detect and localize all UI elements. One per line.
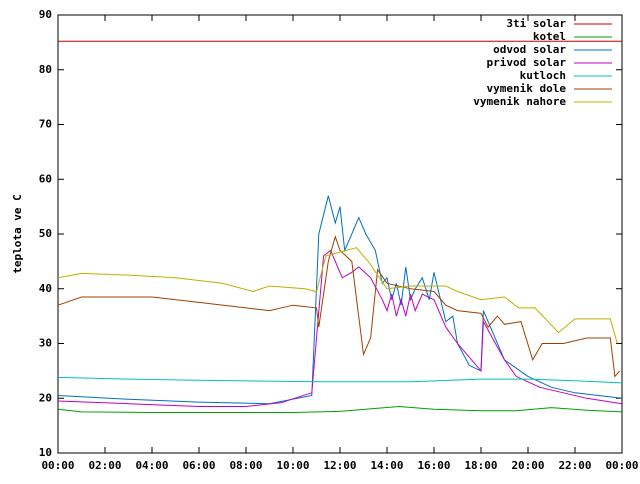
y-tick-label: 60 <box>39 172 52 185</box>
legend-label: privod solar <box>487 56 567 69</box>
legend-label: vymenik nahore <box>473 95 566 108</box>
x-tick-label: 10:00 <box>276 459 309 472</box>
y-tick-label: 80 <box>39 63 52 76</box>
y-tick-label: 40 <box>39 282 52 295</box>
y-tick-label: 10 <box>39 446 52 459</box>
series-line <box>57 195 623 405</box>
x-tick-label: 06:00 <box>182 459 215 472</box>
series-line <box>57 249 623 407</box>
y-tick-label: 20 <box>39 391 52 404</box>
legend-label: 3ti solar <box>506 17 566 30</box>
y-axis-label: teplota ve C <box>11 194 24 273</box>
series-line <box>57 405 623 413</box>
series-line <box>57 247 618 344</box>
x-tick-label: 22:00 <box>558 459 591 472</box>
x-tick-label: 12:00 <box>323 459 356 472</box>
series-line <box>57 376 623 384</box>
y-tick-label: 90 <box>39 8 52 21</box>
x-tick-label: 04:00 <box>135 459 168 472</box>
legend-label: odvod solar <box>493 43 566 56</box>
x-tick-label: 02:00 <box>88 459 121 472</box>
legend-label: kutloch <box>520 69 566 82</box>
x-tick-label: 14:00 <box>370 459 403 472</box>
x-tick-label: 00:00 <box>41 459 74 472</box>
y-tick-label: 30 <box>39 337 52 350</box>
x-tick-label: 18:00 <box>464 459 497 472</box>
y-tick-label: 70 <box>39 118 52 131</box>
x-tick-label: 20:00 <box>511 459 544 472</box>
legend-label: kotel <box>533 30 566 43</box>
x-tick-label: 00:00 <box>605 459 638 472</box>
y-tick-label: 50 <box>39 227 52 240</box>
legend-label: vymenik dole <box>487 82 567 95</box>
series-line <box>57 235 620 378</box>
x-tick-label: 08:00 <box>229 459 262 472</box>
x-tick-label: 16:00 <box>417 459 450 472</box>
